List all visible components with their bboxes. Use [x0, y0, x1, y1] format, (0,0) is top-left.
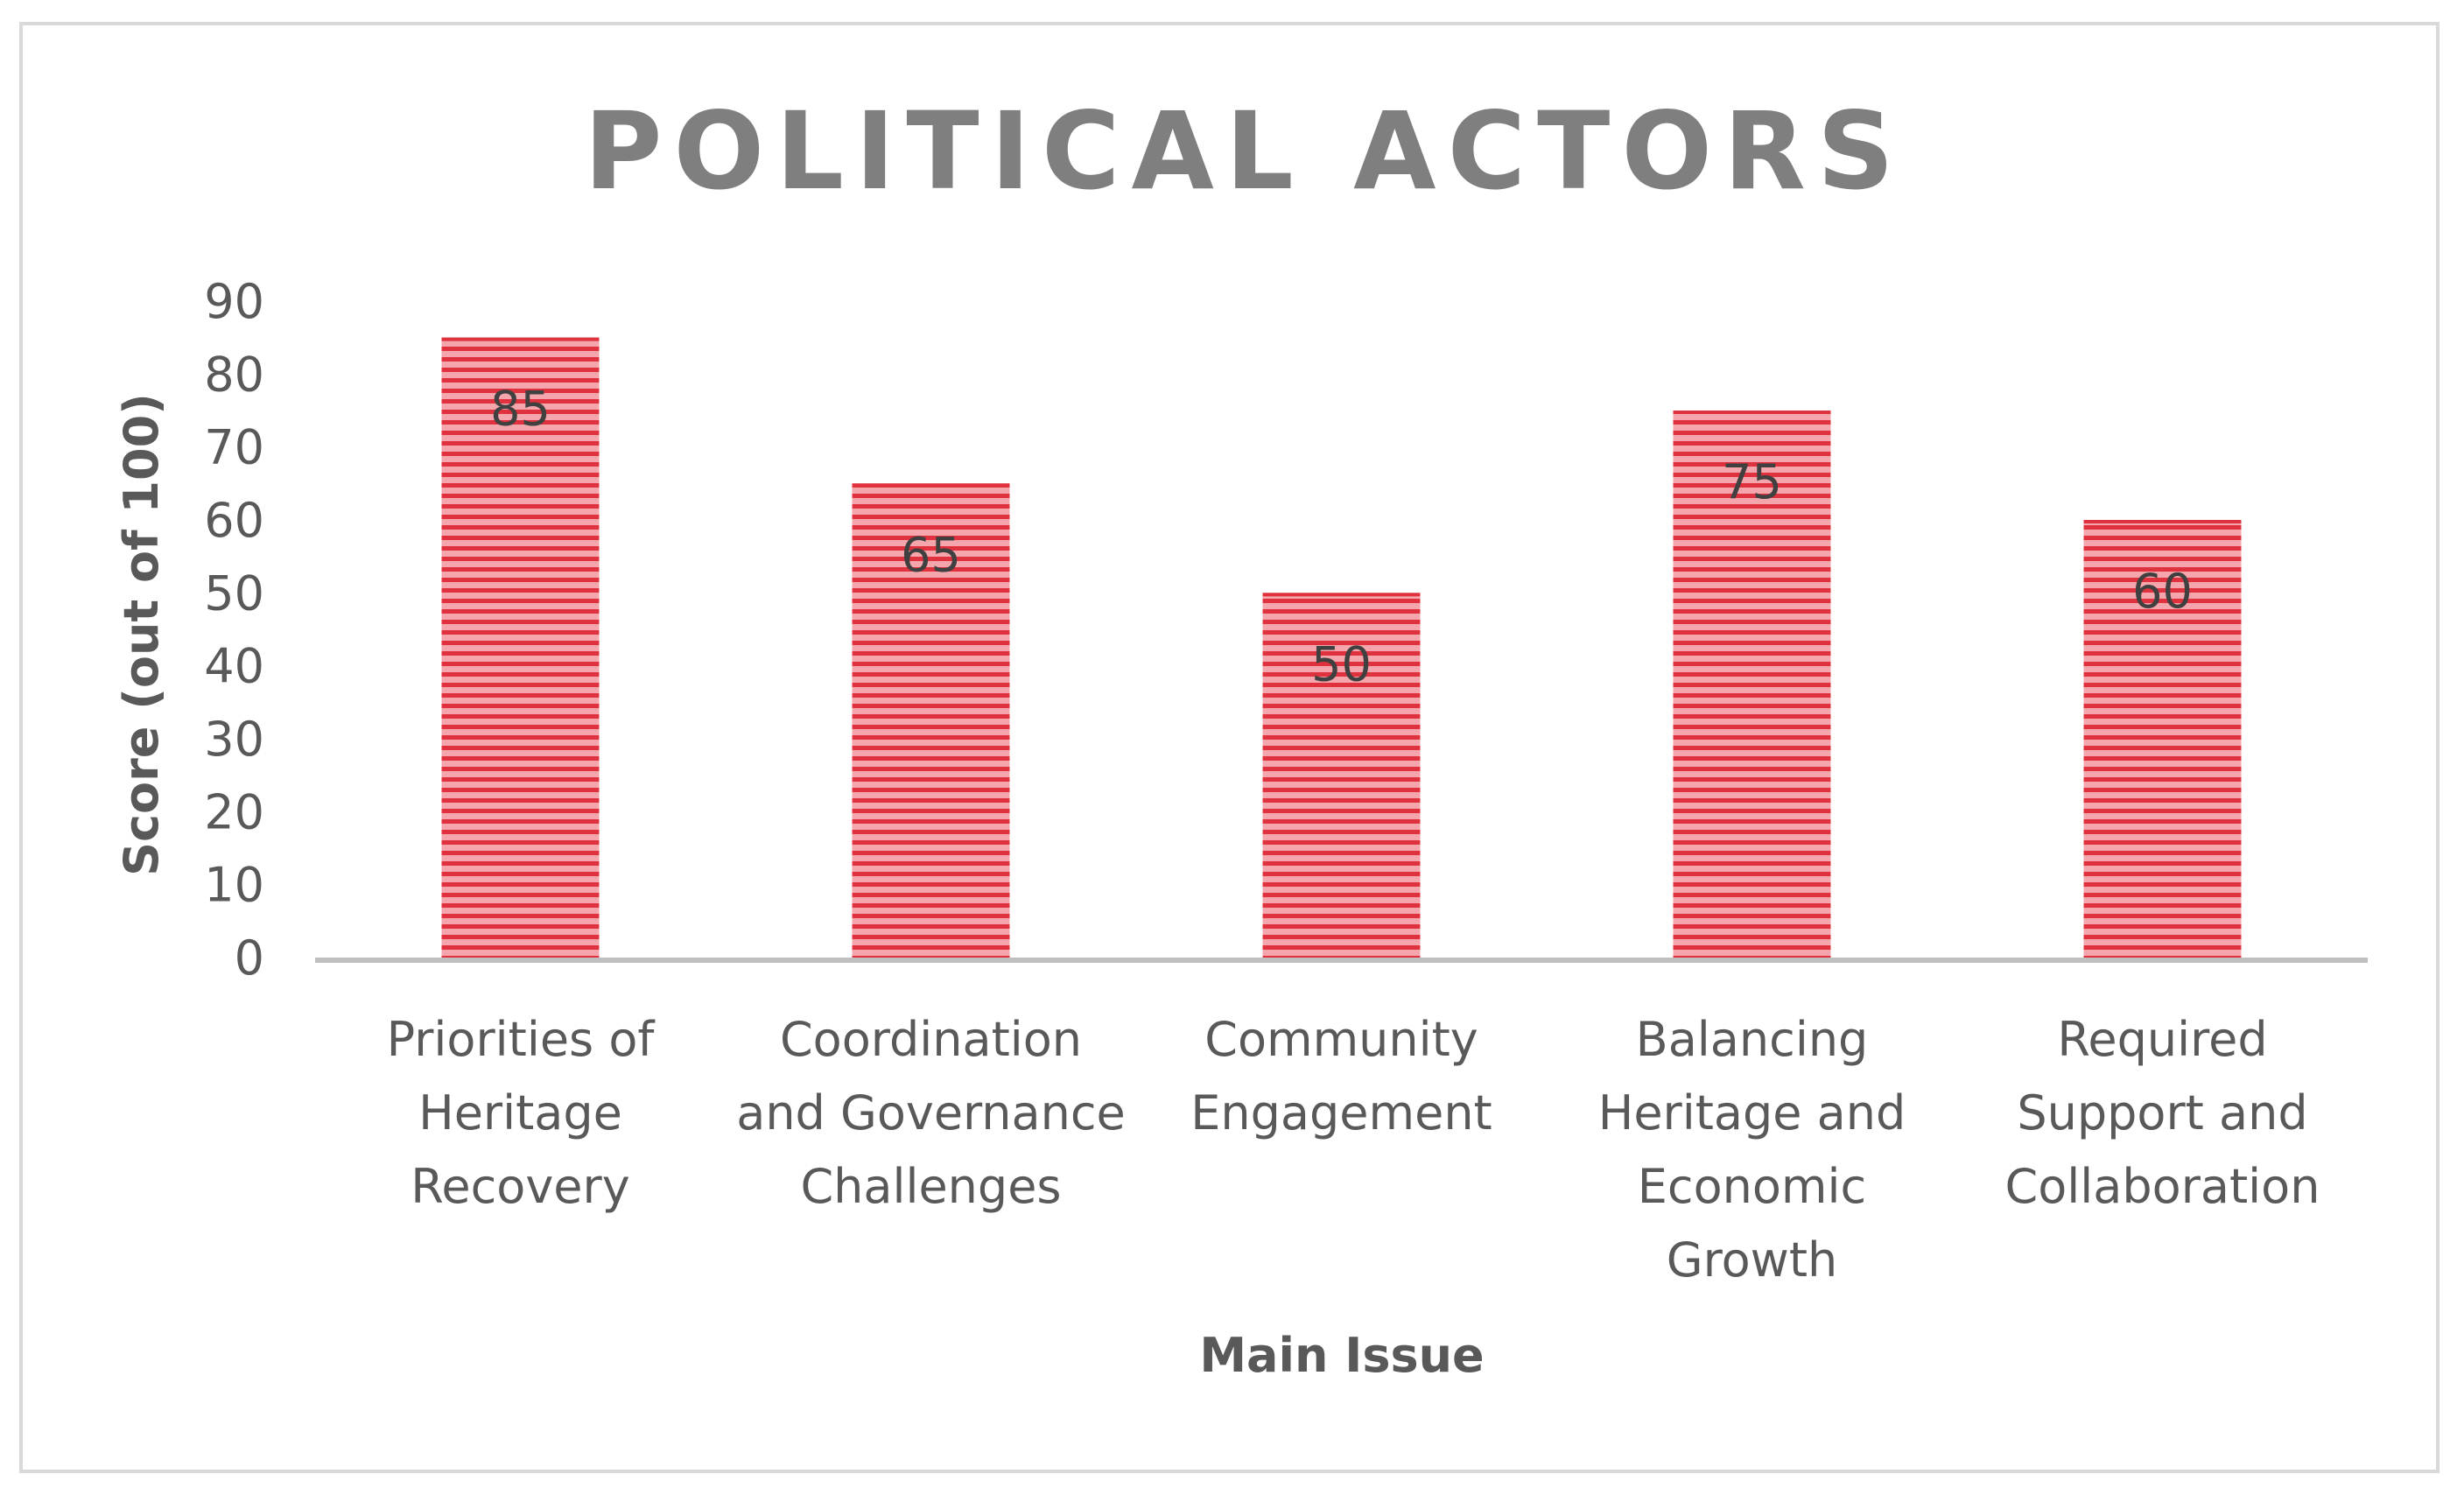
x-tick-label: Priorities of Heritage Recovery: [387, 1012, 656, 1214]
x-tick-label-line: Engagement: [1190, 1085, 1492, 1141]
data-label: 50: [1311, 636, 1372, 691]
bar-top-edge: [1262, 593, 1421, 597]
x-tick-label-line: Support and: [2017, 1085, 2307, 1141]
bar: [852, 483, 1010, 958]
x-tick-label-line: Heritage: [418, 1085, 622, 1141]
x-tick-label-line: and Governance: [736, 1085, 1126, 1141]
x-tick-label-line: Priorities of: [387, 1012, 656, 1067]
x-tick-label-line: Community: [1204, 1012, 1478, 1067]
x-tick-label-line: Collaboration: [2005, 1159, 2320, 1214]
data-label: 75: [1722, 454, 1782, 509]
y-tick-label: 70: [204, 420, 264, 475]
y-tick-label: 60: [204, 493, 264, 548]
category-labels-group: Priorities of Heritage Recovery Coordinatio…: [387, 1012, 2320, 1288]
y-tick-label: 30: [204, 712, 264, 767]
x-tick-label-line: Challenges: [800, 1159, 1061, 1214]
x-axis-title: Main Issue: [1199, 1328, 1484, 1383]
bar: [1673, 411, 1831, 958]
x-tick-label-line: Required: [2057, 1012, 2267, 1067]
data-label: 85: [490, 382, 551, 437]
bar-top-edge: [852, 483, 1010, 488]
bar-top-edge: [441, 337, 600, 341]
x-tick-label: Balancing Heritage and Economic Growth: [1598, 1012, 1906, 1288]
chart-frame: [19, 22, 2439, 1473]
chart-title: POLITICAL ACTORS: [584, 89, 1906, 214]
data-label: 60: [2132, 564, 2193, 619]
bar: [441, 337, 600, 958]
y-tick-label: 40: [204, 639, 264, 694]
y-tick-label: 0: [235, 930, 264, 986]
bar-top-edge: [2083, 520, 2242, 523]
x-tick-label-line: Heritage and: [1598, 1085, 1906, 1141]
data-labels-group: 85 65 50 75 60: [490, 382, 2193, 692]
y-tick-label: 80: [204, 347, 264, 402]
bar: [1262, 593, 1421, 958]
bar-top-edge: [1673, 411, 1831, 414]
y-tick-label: 10: [204, 858, 264, 913]
y-axis-title: Score (out of 100): [114, 393, 169, 876]
y-tick-label: 50: [204, 565, 264, 621]
y-tick-label: 90: [204, 274, 264, 329]
x-tick-label-line: Balancing: [1636, 1012, 1869, 1067]
x-tick-label-line: Recovery: [411, 1159, 629, 1214]
x-tick-label-line: Economic: [1638, 1159, 1866, 1214]
bar: [2083, 520, 2242, 958]
x-tick-label: Community Engagement: [1190, 1012, 1492, 1141]
bars-group: [441, 337, 2242, 958]
x-tick-label: Coordination and Governance Challenges: [736, 1012, 1126, 1214]
data-label: 65: [901, 527, 961, 582]
x-tick-label: Required Support and Collaboration: [2005, 1012, 2320, 1214]
x-tick-label-line: Growth: [1667, 1232, 1837, 1288]
y-tick-label: 20: [204, 784, 264, 839]
x-tick-label-line: Coordination: [780, 1012, 1082, 1067]
y-axis-ticks: 0 10 20 30 40 50 60 70 80 90: [204, 274, 264, 986]
